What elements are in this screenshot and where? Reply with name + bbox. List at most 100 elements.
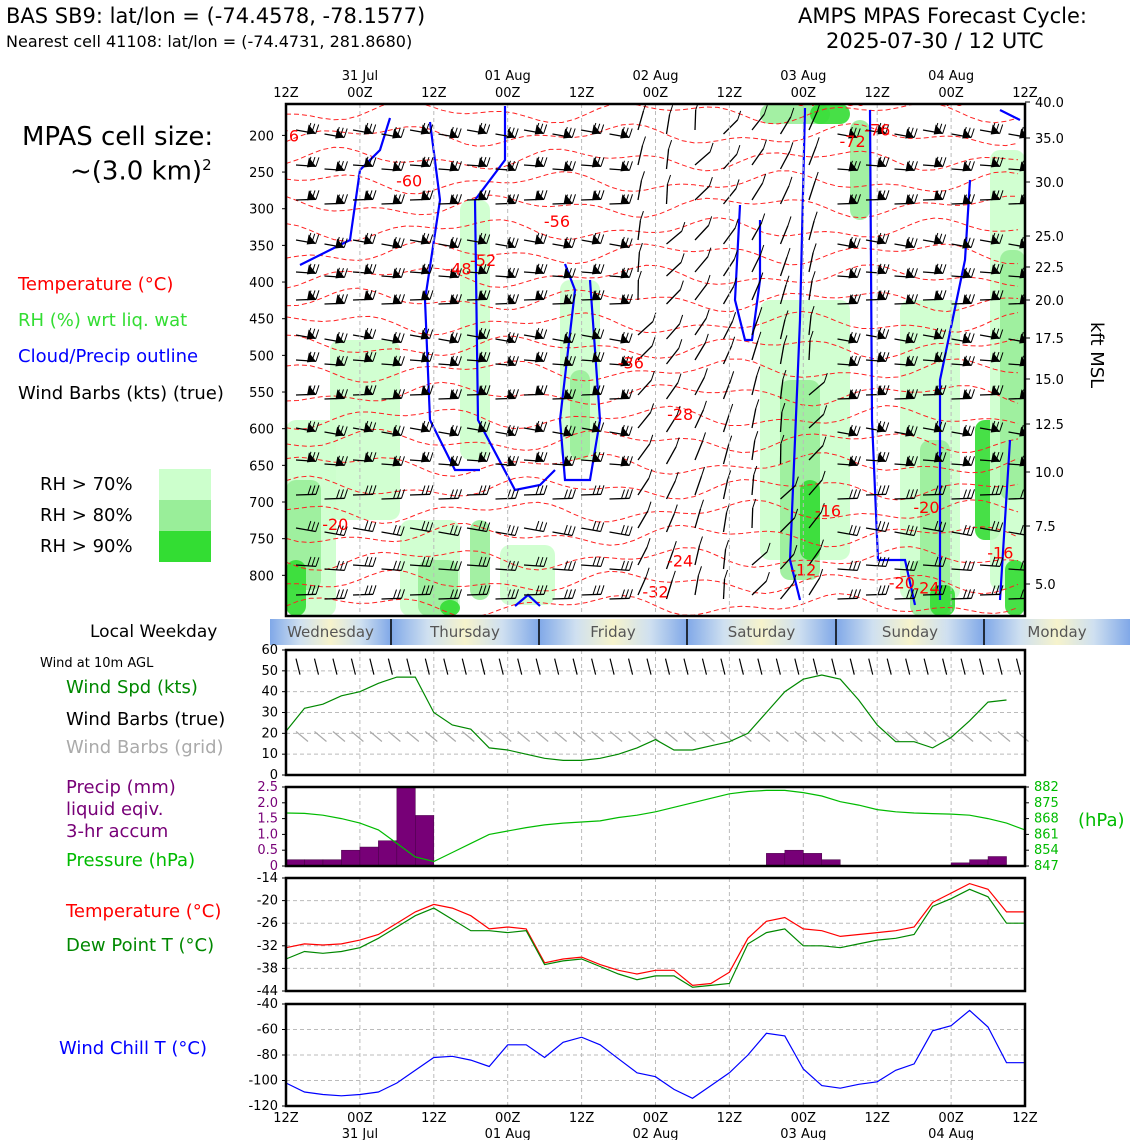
wind-barb-flag [848, 356, 858, 367]
surface-barb-true [627, 658, 634, 675]
wind-barb-shaft [609, 568, 630, 572]
top-date-label: 31 Jul [342, 69, 378, 84]
wind-barb-flag [591, 190, 601, 201]
surface-barb-grid [665, 731, 678, 742]
wind-barb-feather [625, 194, 629, 204]
wind-barb-feather [624, 332, 629, 342]
wind-barb-shaft [694, 475, 703, 496]
wind-barb-flag [990, 234, 1000, 245]
wind-speed-line [285, 674, 1007, 762]
wind-barb-feather [482, 190, 487, 200]
wind-barb-feather [999, 264, 1004, 274]
wind-barb-feather [678, 339, 683, 349]
wind-barb-feather [905, 160, 910, 170]
wind-barb-flag [363, 452, 373, 463]
wind-barb-feather [620, 126, 625, 137]
wind-barb-flag [933, 190, 943, 201]
wind-barb-flag [962, 238, 972, 249]
wind-barb-feather [482, 521, 487, 531]
wind-barb-feather [449, 524, 454, 535]
wind-barb-shaft [780, 517, 796, 533]
wind-barb-feather [885, 557, 890, 567]
wind-barb-feather [999, 157, 1004, 167]
wind-barb-feather [343, 526, 348, 536]
temperature-label: -16 [815, 502, 841, 521]
wind-barb-feather [629, 294, 633, 304]
wind-barb-feather [450, 589, 454, 599]
temperature-label: -24 [667, 552, 693, 571]
wind-barb-shaft [609, 497, 630, 500]
wind-barb-feather [596, 290, 601, 300]
wind-barb-feather [999, 422, 1004, 432]
precip-tick-label: 1.0 [257, 827, 278, 842]
wind-barb-flag [420, 352, 430, 363]
wind-barb-flag [563, 161, 573, 172]
wind-barb-feather [600, 157, 605, 167]
surface-barb-true [775, 658, 781, 675]
wind-barb-feather [905, 126, 910, 137]
weekday-bar: Wednesday Thursday Friday Saturday Sunday Mon… [270, 619, 1130, 645]
wind-barb-feather [543, 190, 548, 200]
wind-barb-feather [572, 389, 576, 399]
wind-barb-feather [571, 161, 576, 171]
wind-barb-feather [543, 485, 548, 495]
wind-barb-flag [905, 161, 915, 172]
wind-barb-feather [571, 426, 576, 436]
wind-barb-feather [999, 385, 1004, 395]
surface-barb-grid [849, 731, 863, 742]
wind-barb-feather [564, 389, 568, 399]
wind-barb-feather [571, 333, 576, 343]
wind-barb-feather [906, 489, 910, 499]
wind-barb-feather [905, 267, 910, 277]
wind-barb-flag [392, 426, 402, 437]
wind-barb-feather [668, 139, 673, 150]
wind-tick-label: 0 [270, 768, 278, 783]
wind-barb-feather [995, 421, 1000, 431]
surface-barb-grid [942, 731, 956, 742]
wind-barb-feather [364, 351, 369, 361]
wind-barb-feather [539, 521, 544, 531]
temperature-label: -32 [642, 582, 668, 601]
wind-barb-flag [506, 238, 516, 249]
wind-barb-feather [628, 268, 633, 278]
wind-barb-feather [364, 485, 369, 495]
wind-tick-label: 30 [261, 706, 278, 721]
wind-barb-shaft [552, 497, 573, 500]
height-tick-label: 40.0 [1035, 96, 1064, 111]
wind-barb-feather [457, 526, 462, 536]
wind-barb-feather [942, 329, 947, 339]
wind-barb-flag [534, 352, 544, 363]
wind-barb-feather [906, 589, 910, 599]
wind-barb-shaft [694, 441, 704, 461]
pressure-tick-label: 882 [1034, 780, 1059, 795]
wind-barb-feather [856, 238, 861, 248]
wind-barb-flag [905, 356, 915, 367]
weekday-cell [984, 619, 1130, 645]
wind-barb-feather [934, 520, 939, 531]
wind-barb-feather [535, 585, 540, 595]
wind-barb-feather [938, 556, 943, 567]
surface-barb-true [332, 658, 338, 675]
wind-barb-feather [400, 526, 405, 536]
wind-barb-feather [592, 520, 597, 531]
wind-barb-feather [315, 290, 320, 300]
wind-barb-flag [449, 128, 459, 139]
wind-barb-shaft [837, 531, 858, 537]
surface-barb-true [978, 658, 985, 675]
wind-barb-flag [392, 238, 402, 249]
wind-barb-shaft [837, 597, 858, 600]
wind-barb-feather [966, 237, 971, 247]
wind-barb-feather [938, 385, 943, 395]
weekday-label: Monday [1027, 623, 1086, 641]
pressure-tick-label: 200 [249, 129, 274, 144]
pressure-tick-label: 700 [249, 496, 274, 511]
wind-barb-feather [794, 476, 799, 486]
wind-barb-feather [853, 294, 857, 304]
surface-barb-true [295, 658, 301, 675]
wind-barb-feather [344, 489, 348, 499]
wind-barb-feather [966, 560, 971, 571]
wind-barb-feather [856, 333, 861, 343]
wind-barb-feather [628, 456, 633, 466]
wind-barb-feather [339, 355, 344, 366]
wind-barb-flag [363, 422, 373, 433]
